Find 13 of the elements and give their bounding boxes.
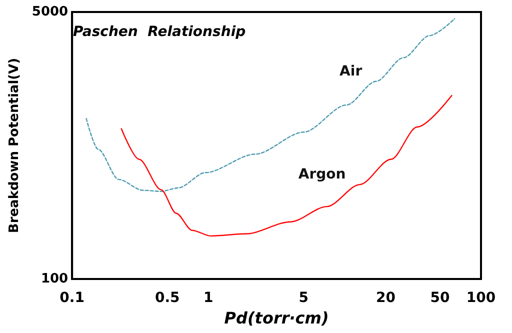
x-tick-label: 5 bbox=[298, 290, 309, 306]
text: Paschen Relationship bbox=[73, 24, 246, 40]
x-tick-label: 0.1 bbox=[60, 290, 84, 306]
series-label: Argon bbox=[298, 166, 346, 183]
x-tick-label: 100 bbox=[466, 290, 496, 306]
series-label: Air bbox=[340, 63, 362, 80]
y-axis-title: Breakdown Potential(V) bbox=[7, 58, 22, 234]
x-axis-title: Pd(torr·cm) bbox=[224, 308, 329, 328]
x-tick-label: 1 bbox=[204, 290, 214, 306]
x-tick-label: 20 bbox=[376, 290, 396, 306]
x-tick-label: 50 bbox=[430, 290, 450, 306]
x-tick-label: 0.5 bbox=[154, 290, 180, 306]
y-tick-label: 5000 bbox=[32, 4, 68, 20]
